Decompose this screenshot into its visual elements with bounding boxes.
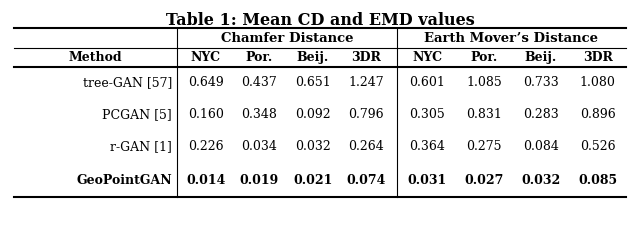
Text: NYC: NYC (412, 51, 442, 64)
Text: Table 1: Mean CD and EMD values: Table 1: Mean CD and EMD values (166, 12, 474, 29)
Text: Beij.: Beij. (296, 51, 329, 64)
Text: Chamfer Distance: Chamfer Distance (221, 31, 353, 45)
Text: 3DR: 3DR (582, 51, 612, 64)
Text: 0.074: 0.074 (347, 173, 386, 186)
Text: 0.305: 0.305 (410, 108, 445, 122)
Text: 0.034: 0.034 (241, 140, 277, 154)
Text: 0.085: 0.085 (578, 173, 617, 186)
Text: Beij.: Beij. (525, 51, 557, 64)
Text: 0.014: 0.014 (186, 173, 225, 186)
Text: 0.526: 0.526 (580, 140, 616, 154)
Text: 0.896: 0.896 (580, 108, 616, 122)
Text: 0.031: 0.031 (408, 173, 447, 186)
Text: Por.: Por. (470, 51, 498, 64)
Text: 0.601: 0.601 (410, 77, 445, 90)
Text: 0.364: 0.364 (410, 140, 445, 154)
Text: 0.796: 0.796 (348, 108, 384, 122)
Text: Method: Method (68, 51, 122, 64)
Text: 0.160: 0.160 (188, 108, 224, 122)
Text: 1.080: 1.080 (580, 77, 616, 90)
Text: 3DR: 3DR (351, 51, 381, 64)
Text: 0.084: 0.084 (523, 140, 559, 154)
Text: 0.226: 0.226 (188, 140, 223, 154)
Text: PCGAN [5]: PCGAN [5] (102, 108, 172, 122)
Text: 0.733: 0.733 (523, 77, 559, 90)
Text: NYC: NYC (191, 51, 221, 64)
Text: 0.649: 0.649 (188, 77, 223, 90)
Text: 1.247: 1.247 (348, 77, 384, 90)
Text: tree-GAN [57]: tree-GAN [57] (83, 77, 172, 90)
Text: 1.085: 1.085 (467, 77, 502, 90)
Text: 0.092: 0.092 (295, 108, 331, 122)
Text: 0.264: 0.264 (348, 140, 384, 154)
Text: 0.027: 0.027 (465, 173, 504, 186)
Text: Earth Mover’s Distance: Earth Mover’s Distance (424, 31, 598, 45)
Text: 0.032: 0.032 (521, 173, 561, 186)
Text: 0.021: 0.021 (293, 173, 332, 186)
Text: 0.032: 0.032 (295, 140, 331, 154)
Text: r-GAN [1]: r-GAN [1] (110, 140, 172, 154)
Text: 0.348: 0.348 (241, 108, 277, 122)
Text: Por.: Por. (246, 51, 273, 64)
Text: 0.019: 0.019 (239, 173, 279, 186)
Text: 0.437: 0.437 (241, 77, 277, 90)
Text: GeoPointGAN: GeoPointGAN (76, 173, 172, 186)
Text: 0.283: 0.283 (523, 108, 559, 122)
Text: 0.651: 0.651 (295, 77, 331, 90)
Text: 0.275: 0.275 (467, 140, 502, 154)
Text: 0.831: 0.831 (466, 108, 502, 122)
